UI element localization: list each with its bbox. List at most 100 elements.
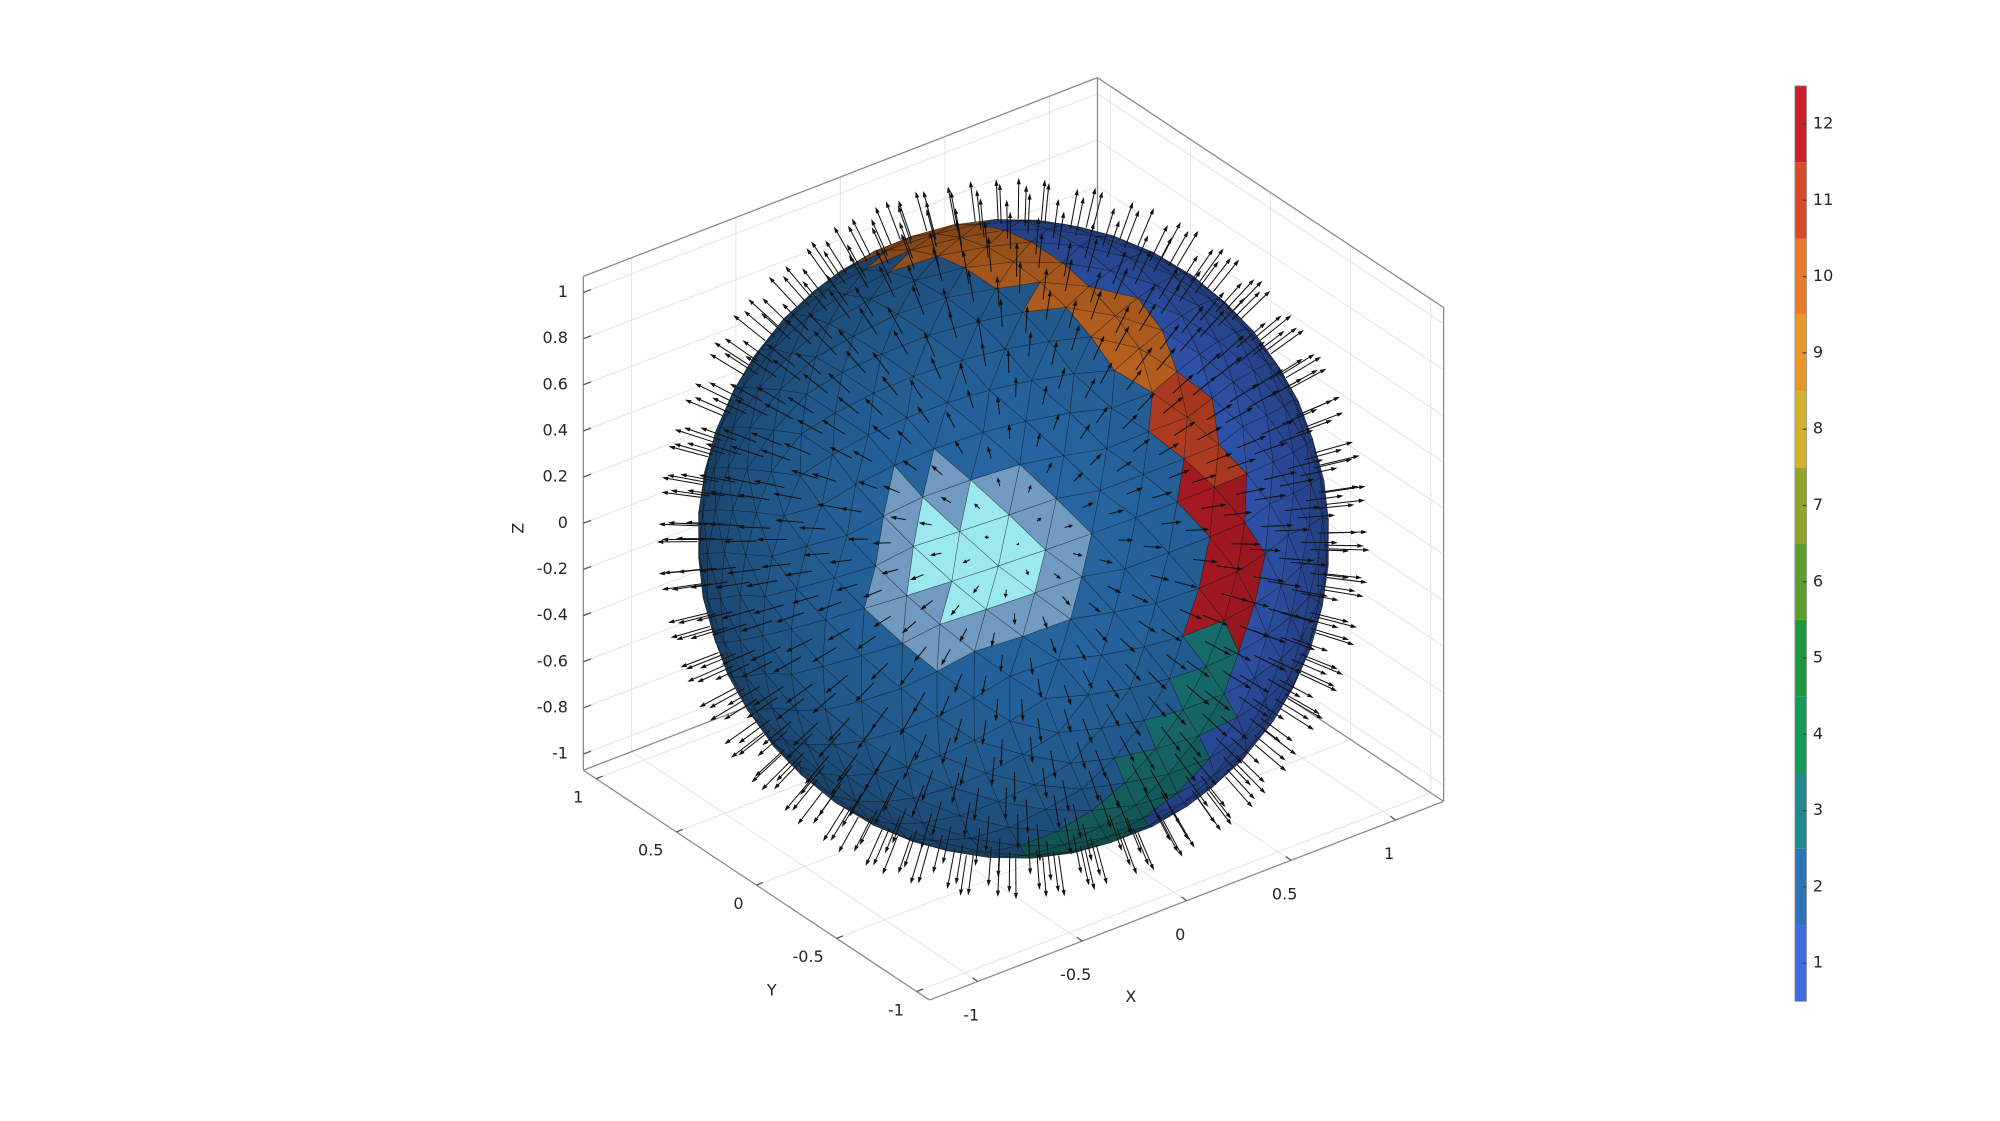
arrow-head: [898, 205, 903, 213]
normal-arrow: [1220, 716, 1246, 738]
normal-arrow: [1287, 698, 1320, 718]
normal-arrow: [700, 665, 734, 682]
arrow-head: [972, 814, 978, 822]
arrow-head: [885, 201, 891, 208]
normal-arrow: [771, 279, 798, 308]
normal-arrow: [1235, 343, 1263, 365]
normal-arrow: [787, 321, 812, 345]
arrow-head: [699, 702, 706, 708]
normal-arrow: [708, 444, 742, 456]
normal-arrow: [788, 683, 813, 702]
normal-arrow: [1122, 415, 1136, 430]
normal-arrow: [671, 612, 708, 623]
arrow-head: [920, 604, 927, 611]
normal-arrow: [1236, 436, 1264, 449]
arrow-head: [825, 240, 831, 247]
arrow-head: [761, 564, 768, 569]
normal-arrow: [1115, 308, 1129, 334]
arrow-head: [1052, 772, 1057, 780]
arrow-head: [746, 713, 753, 719]
arrow-head: [822, 834, 829, 842]
normal-arrow: [1051, 344, 1057, 365]
arrow-head: [742, 340, 749, 346]
normal-arrow: [1174, 581, 1195, 588]
normal-arrow: [1132, 238, 1148, 271]
arrow-head: [1258, 776, 1265, 783]
arrow-head: [870, 723, 877, 730]
arrow-head: [661, 476, 669, 481]
colorbar-segment: [1794, 619, 1807, 697]
normal-arrow: [848, 247, 867, 279]
normal-arrow: [703, 653, 736, 668]
arrow-head: [1308, 618, 1316, 623]
normal-arrow: [814, 692, 837, 712]
arrow-head: [1196, 614, 1203, 620]
arrow-head: [1027, 484, 1032, 490]
normal-arrow: [840, 331, 859, 355]
grid-line: [916, 792, 1431, 993]
arrow-head: [1007, 886, 1012, 893]
arrow-head: [954, 877, 960, 885]
arrow-head: [1081, 762, 1086, 770]
arrow-head: [1129, 646, 1136, 653]
arrow-head: [711, 631, 719, 636]
arrow-head: [1008, 211, 1013, 219]
normal-arrow: [1205, 260, 1230, 291]
z-tick-label: 0.8: [542, 328, 567, 347]
arrow-head: [1173, 267, 1179, 275]
tick-mark: [1076, 936, 1083, 942]
normal-arrow: [1229, 385, 1256, 403]
arrow-head: [756, 386, 763, 392]
normal-arrow: [1158, 444, 1177, 456]
normal-arrow: [743, 620, 773, 631]
normal-arrow: [778, 519, 804, 523]
normal-arrow: [922, 770, 934, 798]
normal-arrow: [849, 228, 868, 262]
normal-arrow: [1223, 670, 1249, 688]
arrow-head: [792, 740, 799, 747]
arrow-head: [872, 351, 878, 359]
arrow-head: [1336, 670, 1344, 675]
arrow-head: [1316, 459, 1324, 464]
normal-arrow: [1279, 557, 1311, 561]
arrow-head: [1142, 787, 1148, 794]
normal-arrow: [1161, 521, 1179, 525]
normal-arrow: [977, 320, 983, 344]
normal-arrow: [677, 444, 713, 456]
normal-arrow: [968, 392, 974, 409]
arrow-head: [676, 635, 683, 640]
normal-arrow: [1050, 750, 1056, 776]
arrow-head: [709, 382, 716, 388]
arrow-head: [1224, 705, 1231, 711]
arrow-head: [697, 677, 704, 683]
colorbar-tick-label: 1: [1813, 953, 1823, 972]
colorbar-segment: [1794, 772, 1807, 849]
normal-arrow: [960, 365, 967, 384]
normal-arrow: [1138, 620, 1154, 631]
normal-arrow: [805, 375, 828, 394]
arrow-head: [1143, 235, 1149, 242]
arrow-head: [1068, 258, 1073, 266]
arrow-head: [661, 586, 669, 591]
normal-arrow: [1318, 486, 1355, 493]
normal-arrow: [1191, 790, 1214, 821]
normal-arrow: [898, 209, 912, 244]
arrow-head: [870, 674, 877, 681]
arrow-head: [1132, 413, 1139, 420]
normal-arrow: [1095, 844, 1107, 881]
normal-arrow: [1217, 300, 1243, 326]
arrow-head: [1088, 737, 1093, 744]
arrow-head: [762, 739, 769, 746]
arrow-head: [1177, 850, 1183, 857]
normal-arrow: [776, 760, 802, 787]
normal-arrow: [727, 340, 758, 362]
normal-arrow: [687, 428, 722, 441]
normal-arrow: [827, 277, 849, 306]
normal-arrow: [955, 718, 963, 740]
arrow-head: [1359, 485, 1366, 490]
normal-arrow: [697, 398, 732, 414]
arrow-head: [785, 647, 793, 653]
arrow-head: [1003, 593, 1008, 599]
arrow-head: [1221, 731, 1228, 737]
normal-arrow: [1236, 488, 1263, 495]
